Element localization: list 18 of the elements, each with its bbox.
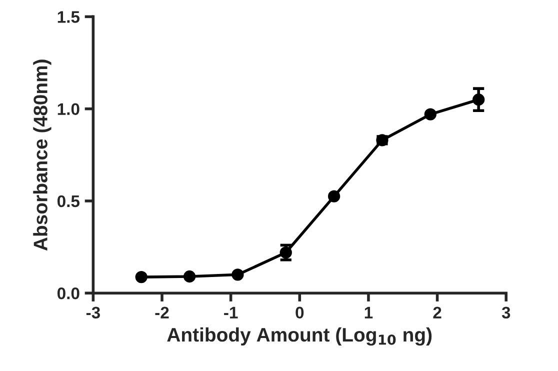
x-tick-label: -1: [224, 306, 238, 318]
point: [328, 190, 340, 202]
x-tick-label: -2: [155, 306, 169, 318]
x-tick-label: 3: [502, 306, 510, 319]
x-axis-title: Antibody Amount (Log$_{10}$ ng): [167, 327, 432, 346]
x-tick-label: -3: [86, 306, 100, 319]
x-tick-label: 2: [433, 306, 442, 318]
x-tick-label: 0: [296, 306, 304, 319]
point: [424, 108, 436, 120]
y-tick-label: 0.0: [57, 287, 80, 300]
y-tick-label: 0.5: [57, 195, 80, 208]
y-tick-label: 1.5: [58, 11, 80, 23]
point: [232, 268, 244, 281]
y-tick-label: 1.0: [58, 103, 80, 116]
point: [183, 270, 196, 283]
y-axis-title: Absorbance (480nm): [33, 60, 52, 251]
x-tick-label: 1: [364, 306, 373, 318]
point: [135, 270, 148, 284]
